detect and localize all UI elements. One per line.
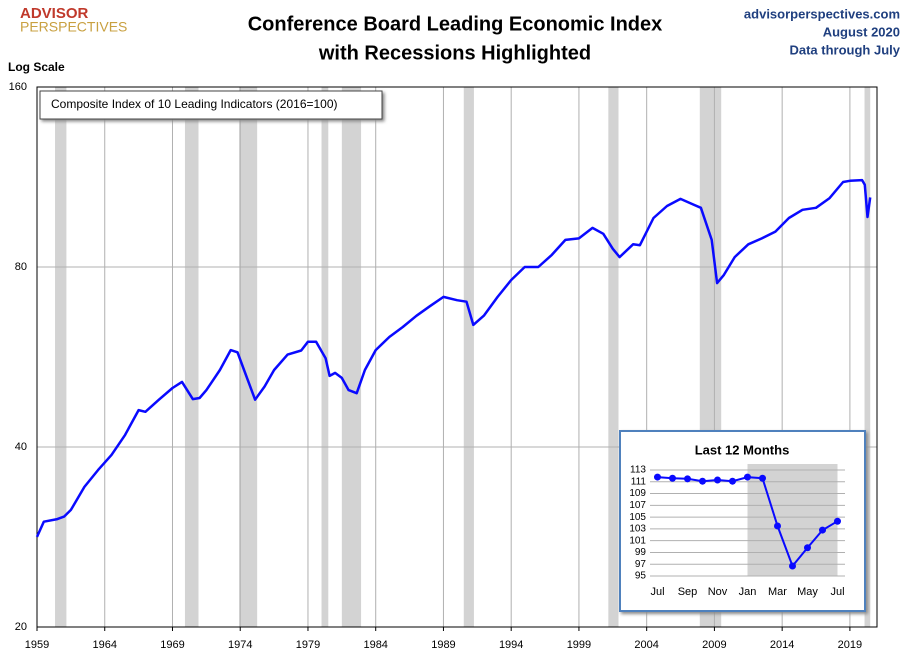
recession-band bbox=[341, 87, 362, 627]
x-tick-label: 1964 bbox=[92, 639, 116, 651]
point bbox=[729, 477, 736, 485]
point bbox=[714, 476, 721, 484]
recession-band bbox=[463, 87, 474, 627]
x-tick-label: Jan bbox=[739, 586, 757, 598]
chart-title: with Recessions Highlighted bbox=[318, 42, 591, 64]
y-tick-label: 80 bbox=[15, 261, 27, 273]
x-tick-label: 2019 bbox=[838, 639, 862, 651]
x-tick-label: 1979 bbox=[296, 639, 320, 651]
x-tick-label: Sep bbox=[678, 586, 698, 598]
x-tick-label: 2009 bbox=[702, 639, 726, 651]
inset-title: Last 12 Months bbox=[695, 442, 790, 457]
site: advisorperspectives.com bbox=[744, 6, 900, 21]
point bbox=[744, 473, 751, 481]
recession-band bbox=[239, 87, 258, 627]
x-tick-label: 1989 bbox=[431, 639, 455, 651]
y-tick-label: 111 bbox=[631, 476, 647, 487]
point bbox=[834, 517, 841, 525]
y-tick-label: 103 bbox=[629, 524, 646, 535]
recession-band bbox=[747, 464, 838, 576]
legend-label: Composite Index of 10 Leading Indicators… bbox=[51, 97, 338, 111]
y-tick-label: 101 bbox=[629, 535, 646, 546]
plot-border bbox=[36, 86, 878, 628]
date: August 2020 bbox=[823, 24, 900, 39]
y-tick-label: 95 bbox=[635, 571, 647, 582]
legend-box bbox=[39, 90, 383, 120]
point bbox=[654, 473, 661, 481]
point bbox=[789, 562, 796, 570]
logo-bottom: PERSPECTIVES bbox=[20, 19, 127, 35]
y-axis-label: Log Scale bbox=[8, 60, 65, 74]
x-tick-label: Jul bbox=[650, 586, 664, 598]
point bbox=[669, 474, 676, 482]
x-tick-label: 1999 bbox=[567, 639, 591, 651]
recession-band bbox=[55, 87, 67, 627]
note: Data through July bbox=[789, 42, 900, 57]
point bbox=[804, 544, 811, 552]
y-tick-label: 97 bbox=[635, 559, 647, 570]
recession-band bbox=[184, 87, 199, 627]
recession-band bbox=[608, 87, 619, 627]
x-tick-label: Jul bbox=[830, 586, 844, 598]
x-tick-label: 1994 bbox=[499, 639, 523, 651]
y-tick-label: 99 bbox=[635, 547, 647, 558]
series-line bbox=[35, 178, 872, 538]
x-tick-label: Mar bbox=[768, 586, 787, 598]
y-tick-label: 105 bbox=[629, 512, 646, 523]
y-tick-label: 160 bbox=[9, 81, 27, 93]
x-tick-label: 1984 bbox=[363, 639, 387, 651]
point bbox=[699, 477, 706, 485]
y-tick-label: 20 bbox=[15, 621, 27, 633]
x-tick-label: 1974 bbox=[228, 639, 252, 651]
y-tick-label: 40 bbox=[15, 441, 27, 453]
x-tick-label: 2004 bbox=[634, 639, 658, 651]
logo-top: ADVISOR bbox=[20, 5, 89, 22]
x-tick-label: 2014 bbox=[770, 639, 794, 651]
y-tick-label: 113 bbox=[630, 465, 646, 476]
x-tick-label: Nov bbox=[708, 586, 728, 598]
x-tick-label: May bbox=[797, 586, 818, 598]
point bbox=[774, 522, 781, 530]
chart-title: Conference Board Leading Economic Index bbox=[248, 13, 663, 35]
recession-band bbox=[864, 87, 871, 627]
x-tick-label: 1969 bbox=[160, 639, 184, 651]
point bbox=[684, 475, 691, 483]
y-tick-label: 109 bbox=[629, 488, 646, 499]
y-tick-label: 107 bbox=[629, 500, 646, 511]
x-tick-label: 1959 bbox=[25, 639, 49, 651]
point bbox=[819, 526, 826, 534]
point bbox=[759, 474, 766, 482]
